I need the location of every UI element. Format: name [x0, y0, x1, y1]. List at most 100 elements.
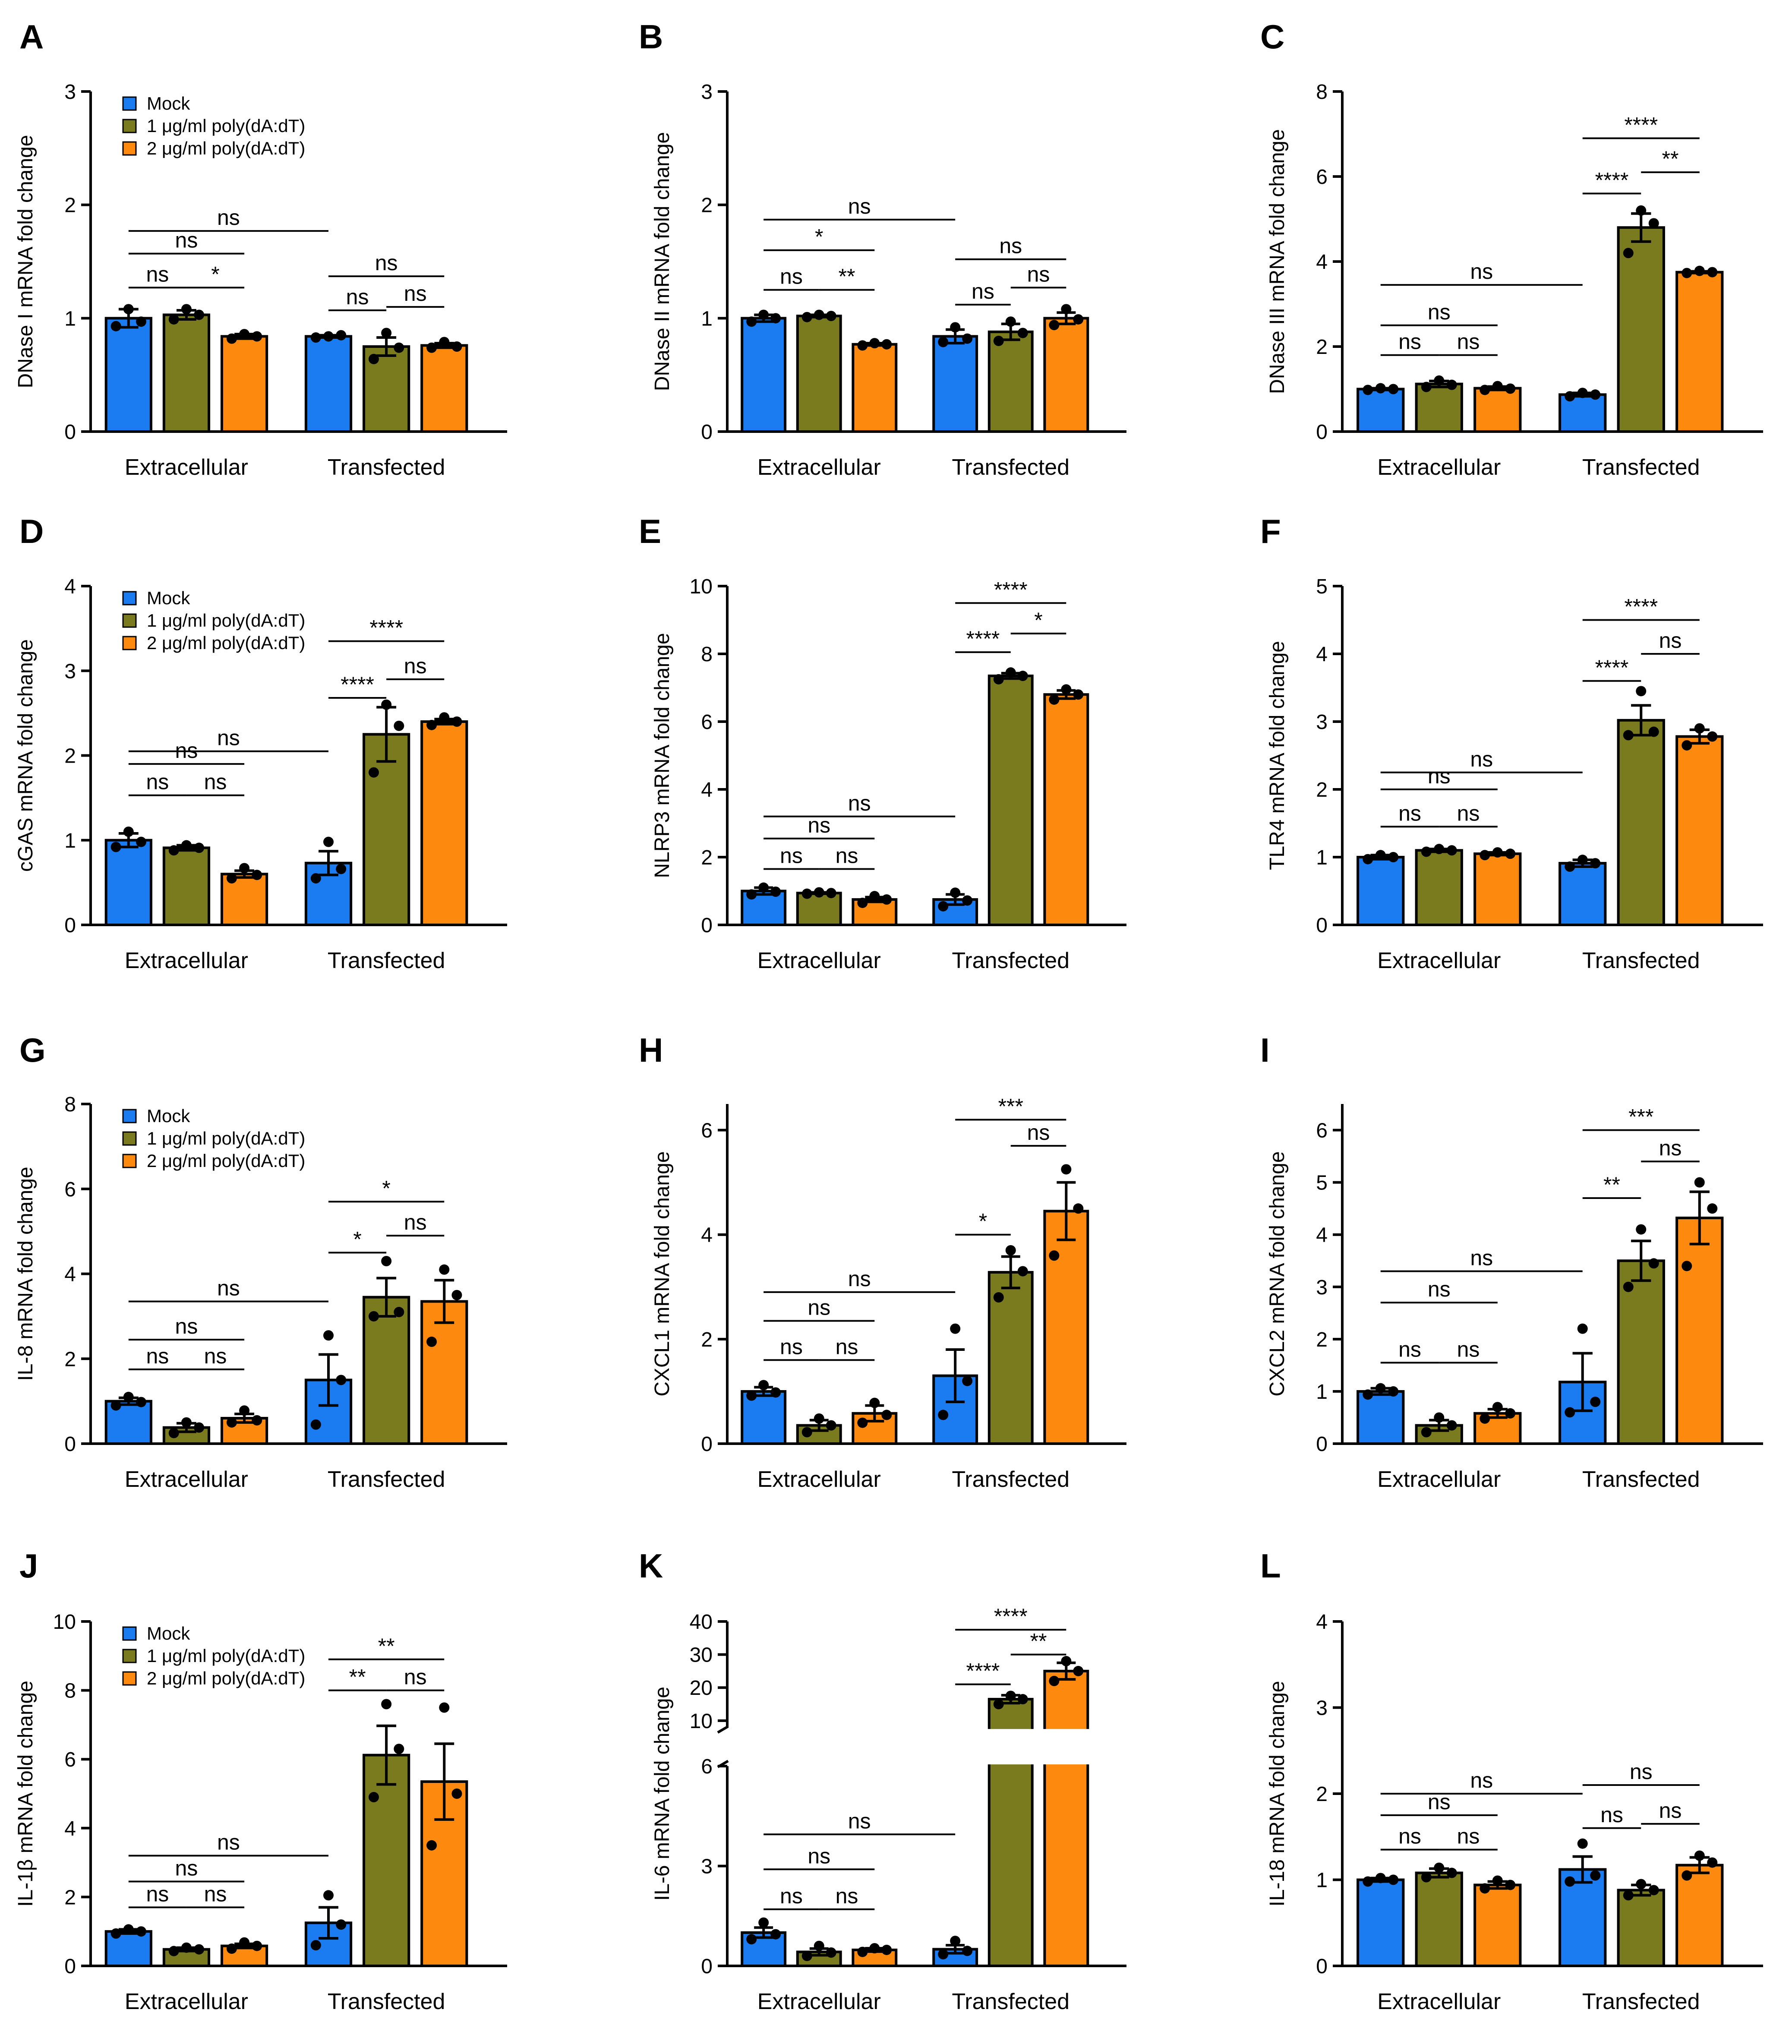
data-point — [1363, 1876, 1373, 1887]
data-point — [1017, 328, 1028, 338]
data-point — [993, 1699, 1004, 1710]
data-point — [239, 1937, 250, 1948]
data-point — [381, 699, 392, 710]
y-tick-label: 5 — [1316, 1172, 1328, 1195]
significance-label: ns — [217, 1830, 240, 1855]
legend-label: Mock — [147, 588, 190, 608]
data-point — [1505, 849, 1516, 859]
y-tick-label: 2 — [1316, 336, 1328, 359]
data-point — [826, 1947, 836, 1958]
y-tick-label: 2 — [64, 194, 76, 217]
y-tick-label: 30 — [690, 1644, 713, 1667]
y-tick-label: 2 — [64, 1348, 76, 1371]
legend-label: 1 μg/ml poly(dA:dT) — [147, 1646, 305, 1666]
significance-label: **** — [1595, 656, 1629, 680]
data-point — [1363, 854, 1373, 864]
bar — [162, 846, 211, 926]
data-point — [394, 1744, 404, 1754]
bar — [104, 1930, 152, 1968]
data-point — [1577, 388, 1588, 398]
data-point — [110, 842, 121, 852]
bar — [1473, 1883, 1522, 1968]
data-point — [194, 842, 205, 853]
data-point — [226, 333, 237, 344]
bar — [1043, 693, 1089, 926]
x-group-label: Transfected — [328, 1467, 445, 1492]
y-tick-label: 6 — [64, 1178, 76, 1201]
y-tick-label: 0 — [701, 914, 713, 937]
x-group-label: Transfected — [1582, 1989, 1700, 2014]
data-point — [1005, 1245, 1016, 1256]
significance-label: ns — [1398, 801, 1421, 825]
data-point — [426, 1336, 437, 1347]
significance-label: ns — [175, 1856, 198, 1880]
bar — [1357, 388, 1405, 433]
data-point — [1434, 1862, 1445, 1873]
y-tick-label: 0 — [1316, 914, 1328, 937]
panel-letter: H — [639, 1031, 663, 1069]
panel-letter: C — [1260, 18, 1284, 56]
data-point — [136, 316, 146, 327]
significance-label: ns — [1428, 300, 1451, 324]
y-tick-label: 8 — [701, 643, 713, 666]
panel-E: E 0 2 4 6 8 10 NLRP3 mRNA fold change Extracellu… — [639, 512, 1126, 973]
significance-label: **** — [966, 1659, 1000, 1683]
legend-swatch — [122, 1671, 137, 1686]
y-tick-label: 4 — [1316, 1611, 1328, 1634]
panel-G: G 0 2 4 6 8 IL-8 mRNA fold change Extracellular… — [14, 1031, 507, 1492]
y-tick-label: 6 — [1316, 1120, 1328, 1142]
data-point — [857, 897, 868, 908]
data-point — [252, 1940, 262, 1951]
data-point — [1565, 861, 1575, 872]
bar — [987, 330, 1034, 433]
data-point — [1061, 304, 1072, 315]
x-group-label: Transfected — [952, 1989, 1070, 2014]
data-point — [1636, 1879, 1647, 1889]
significance-label: ns — [175, 1314, 198, 1338]
legend-swatch — [122, 1649, 137, 1663]
significance-label: ns — [404, 1210, 427, 1234]
data-point — [110, 1928, 121, 1939]
data-point — [1623, 1890, 1634, 1901]
x-group-label: Extracellular — [1377, 1467, 1501, 1492]
x-group-label: Extracellular — [1377, 455, 1501, 480]
data-point — [1005, 316, 1016, 327]
y-tick-label: 0 — [64, 1955, 76, 1978]
data-point — [439, 1264, 450, 1275]
legend-swatch — [122, 96, 137, 111]
legend-label: 2 μg/ml poly(dA:dT) — [147, 633, 305, 653]
bar — [1357, 1390, 1405, 1445]
y-tick-label: 6 — [1316, 166, 1328, 189]
significance-label: ns — [217, 726, 240, 750]
significance-label: ns — [780, 1334, 803, 1359]
data-point — [1623, 1281, 1634, 1292]
y-axis-label: CXCL2 mRNA fold change — [1266, 1151, 1289, 1396]
data-point — [1446, 845, 1457, 856]
data-point — [168, 1428, 179, 1438]
data-point — [746, 1390, 757, 1401]
data-point — [1049, 320, 1060, 331]
data-point — [239, 1405, 250, 1416]
significance-label: ns — [217, 1276, 240, 1300]
panel-letter: A — [19, 18, 44, 56]
y-tick-label: 1 — [64, 307, 76, 330]
data-point — [962, 1375, 973, 1386]
data-point — [1375, 850, 1386, 861]
y-tick-label: 4 — [64, 1263, 76, 1286]
data-point — [381, 1255, 392, 1266]
y-tick-label: 3 — [1316, 1697, 1328, 1720]
significance-label: ns — [1470, 1768, 1493, 1792]
bar — [363, 733, 410, 926]
data-point — [1375, 1383, 1386, 1394]
data-point — [1434, 375, 1445, 386]
bar — [1675, 1216, 1724, 1445]
legend-swatch — [122, 1109, 137, 1123]
significance-label: *** — [1628, 1105, 1653, 1129]
significance-label: **** — [994, 1604, 1028, 1628]
x-group-label: Extracellular — [125, 455, 248, 480]
y-tick-label: 2 — [1316, 1783, 1328, 1806]
data-point — [869, 1397, 880, 1408]
significance-label: ns — [146, 1882, 169, 1906]
data-point — [1707, 1857, 1718, 1868]
axis-break-mark — [717, 1725, 729, 1734]
